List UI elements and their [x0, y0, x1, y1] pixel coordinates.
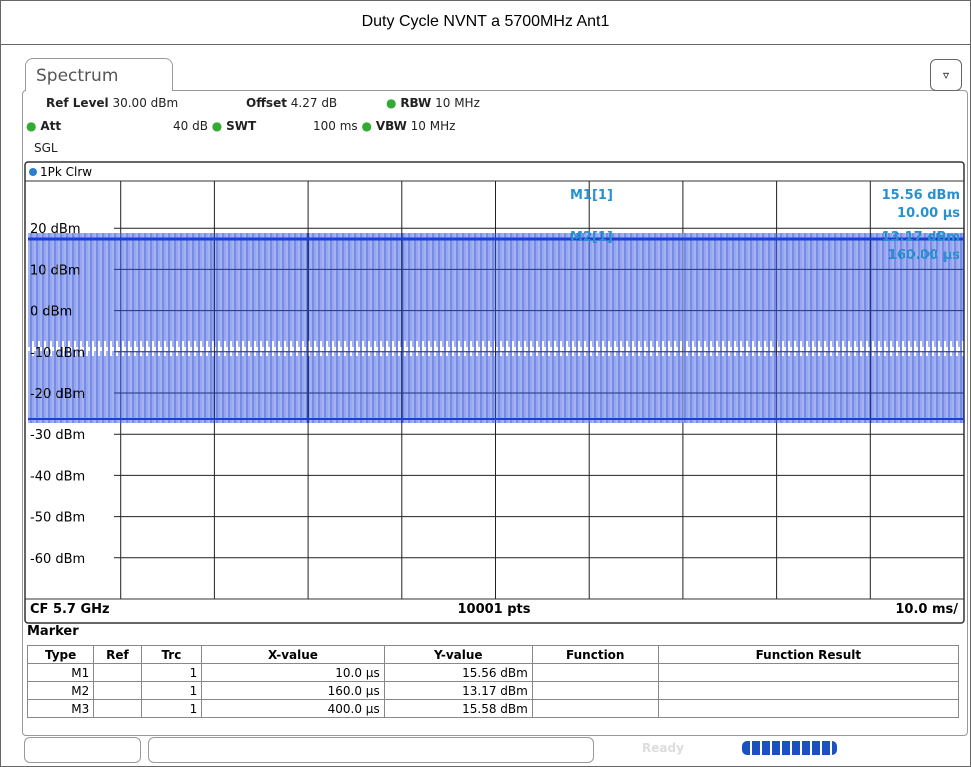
- y-label: -10 dBm: [30, 346, 85, 361]
- setting-value: 40 dB: [173, 119, 208, 133]
- marker-x: 10.00 µs: [897, 206, 960, 221]
- setting-label: Ref Level: [46, 96, 109, 110]
- table-cell: M2: [26, 681, 95, 700]
- points: 10001 pts: [457, 602, 530, 617]
- table-row: M2 1 160.0 µs 13.17 dBm: [26, 681, 960, 700]
- progress: [742, 741, 837, 755]
- setting-value: 10 MHz: [410, 119, 456, 133]
- table-cell: [93, 699, 142, 718]
- table-cell: [531, 681, 659, 700]
- table-cell: 1: [140, 699, 203, 718]
- setting-value: 10 MHz: [435, 96, 480, 110]
- y-label: 0 dBm: [30, 305, 72, 320]
- marker-x: 160.00 µs: [888, 248, 960, 263]
- table-cell: [657, 663, 960, 682]
- table-cell: [657, 699, 960, 718]
- status-box: [24, 737, 141, 763]
- table-cell: [93, 681, 142, 700]
- table-cell: 15.56 dBm: [383, 663, 533, 682]
- y-label: -50 dBm: [30, 511, 85, 526]
- setting-value: 30.00 dBm: [112, 96, 179, 110]
- status-box: [148, 737, 594, 763]
- marker-y: 15.56 dBm: [882, 188, 960, 203]
- table-cell: M1: [26, 663, 95, 682]
- marker-y: 13.17 dBm: [882, 230, 960, 245]
- table-cell: 13.17 dBm: [383, 681, 533, 700]
- setting-label: RBW: [400, 96, 432, 110]
- marker-name: M2[1]: [570, 230, 613, 245]
- table-title: Marker: [27, 624, 79, 639]
- table-cell: 10.0 µs: [201, 663, 385, 682]
- y-label: -60 dBm: [30, 552, 85, 567]
- table-header: Ref: [93, 645, 142, 664]
- y-label: -20 dBm: [30, 387, 85, 402]
- table-row: M3 1 400.0 µs 15.58 dBm: [26, 699, 960, 718]
- trace-label: 1Pk Clrw: [40, 165, 92, 179]
- table-cell: [657, 681, 960, 700]
- table-header: Type: [26, 645, 95, 664]
- setting-label: VBW: [375, 119, 407, 133]
- mode: SGL: [34, 141, 58, 155]
- y-label: -40 dBm: [30, 469, 85, 484]
- panel: [22, 90, 968, 736]
- setting-label: SWT: [226, 119, 257, 133]
- table-cell: [531, 699, 659, 718]
- y-label: -30 dBm: [30, 428, 85, 443]
- title: Duty Cycle NVNT a 5700MHz Ant1: [0, 0, 971, 45]
- table-cell: 1: [140, 663, 203, 682]
- setting-label: Offset: [246, 96, 287, 110]
- table-cell: 1: [140, 681, 203, 700]
- table-header: Function Result: [657, 645, 960, 664]
- table-cell: 160.0 µs: [201, 681, 385, 700]
- setting-label: Att: [40, 119, 62, 133]
- y-label: 10 dBm: [30, 263, 81, 278]
- table-cell: 400.0 µs: [201, 699, 385, 718]
- table-header: Y-value: [383, 645, 533, 664]
- center-frequency: CF 5.7 GHz: [30, 602, 110, 617]
- plot: 1Pk Clrw 20 dBm 10 dBm 0 dBm -10 dBm -20 dBm…: [24, 161, 965, 624]
- marker-table: Type Ref Trc X-value Y-value Function Function…: [26, 645, 960, 718]
- table-row: M1 1 10.0 µs 15.56 dBm: [26, 663, 960, 682]
- table-cell: 15.58 dBm: [383, 699, 533, 718]
- status: Ready: [642, 741, 684, 755]
- table-cell: M3: [26, 699, 95, 718]
- table-header: Trc: [140, 645, 203, 664]
- tab[interactable]: Spectrum: [25, 58, 173, 91]
- table-header: X-value: [201, 645, 385, 664]
- table-cell: [93, 663, 142, 682]
- span: 10.0 ms/: [895, 602, 958, 617]
- setting-value: 4.27 dB: [290, 96, 338, 110]
- menu-button[interactable]: ▿: [930, 59, 962, 91]
- marker-name: M1[1]: [570, 188, 613, 203]
- y-label: 20 dBm: [30, 222, 81, 237]
- setting-value: 100 ms: [313, 119, 358, 133]
- table-cell: [531, 663, 659, 682]
- table-header: Function: [531, 645, 659, 664]
